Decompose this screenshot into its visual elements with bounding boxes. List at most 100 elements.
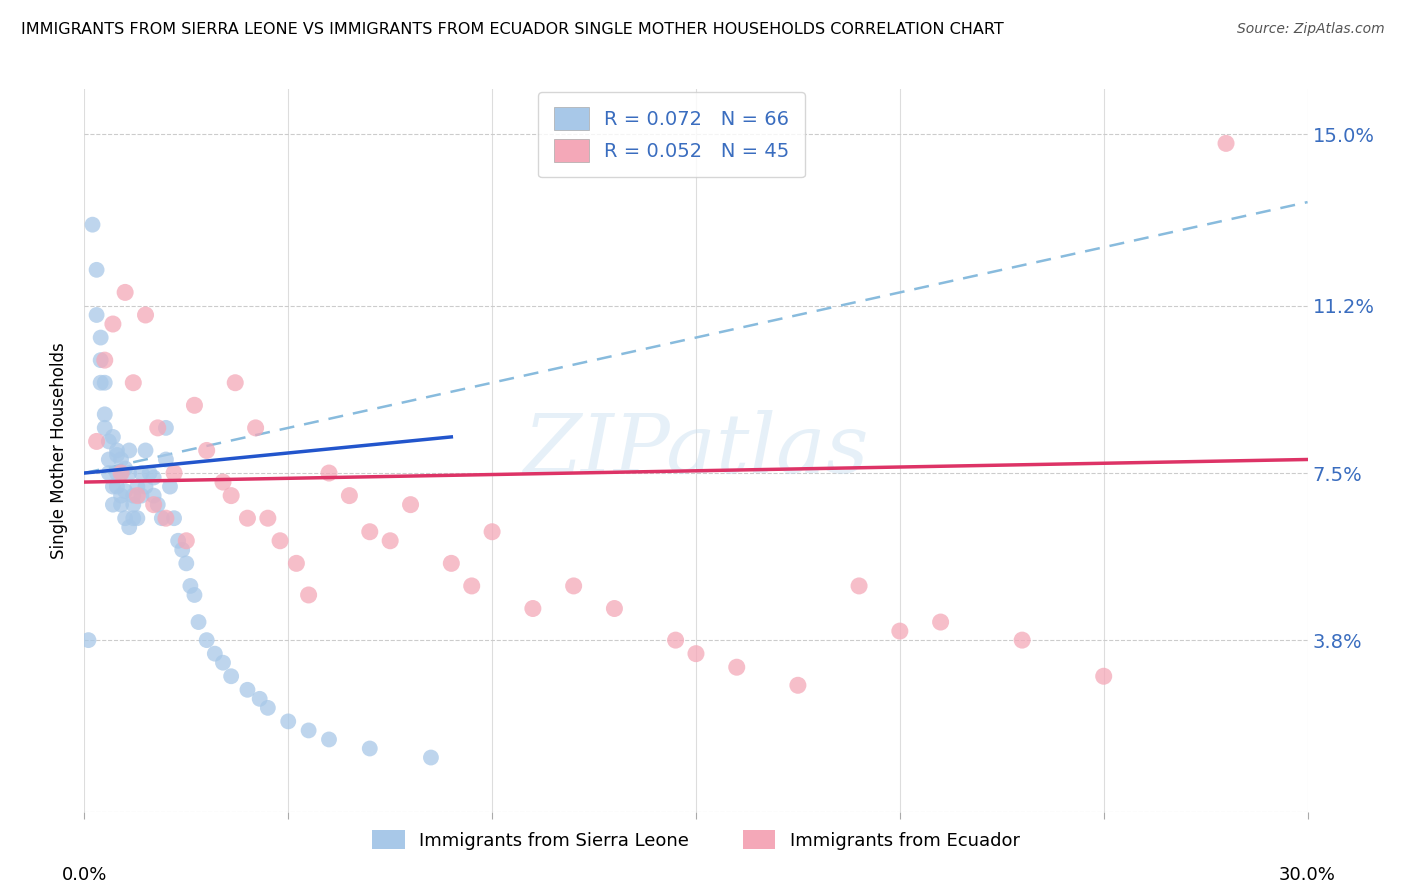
Point <box>110 466 132 480</box>
Point <box>285 557 308 571</box>
Point <box>318 466 340 480</box>
Legend: Immigrants from Sierra Leone, Immigrants from Ecuador: Immigrants from Sierra Leone, Immigrants… <box>364 823 1028 857</box>
Point <box>127 489 149 503</box>
Point <box>1011 633 1033 648</box>
Point <box>725 660 748 674</box>
Point <box>163 511 186 525</box>
Point <box>224 376 246 390</box>
Point <box>93 376 115 390</box>
Point <box>236 682 259 697</box>
Point <box>110 489 132 503</box>
Point <box>101 498 124 512</box>
Point <box>204 647 226 661</box>
Point <box>142 470 165 484</box>
Point <box>122 511 145 525</box>
Point <box>146 421 169 435</box>
Point <box>440 557 463 571</box>
Point <box>167 533 190 548</box>
Point <box>195 443 218 458</box>
Point <box>90 330 112 344</box>
Point <box>146 498 169 512</box>
Point <box>172 542 194 557</box>
Text: 0.0%: 0.0% <box>62 866 107 884</box>
Point <box>183 588 205 602</box>
Point <box>118 520 141 534</box>
Point <box>131 466 153 480</box>
Point <box>138 466 160 480</box>
Point <box>249 691 271 706</box>
Point <box>93 353 115 368</box>
Point <box>77 633 100 648</box>
Point <box>212 475 235 489</box>
Point <box>665 633 688 648</box>
Point <box>114 484 136 499</box>
Point <box>269 533 291 548</box>
Point <box>195 633 218 648</box>
Point <box>142 498 165 512</box>
Point <box>122 489 145 503</box>
Point <box>481 524 503 539</box>
Point <box>159 480 181 494</box>
Point <box>155 452 177 467</box>
Point <box>277 714 299 729</box>
Point <box>848 579 870 593</box>
Point <box>359 524 381 539</box>
Point <box>86 434 108 449</box>
Point <box>97 452 120 467</box>
Point <box>522 601 544 615</box>
Point <box>90 376 112 390</box>
Point <box>219 489 242 503</box>
Text: 30.0%: 30.0% <box>1279 866 1336 884</box>
Point <box>420 750 443 764</box>
Point <box>889 624 911 639</box>
Point <box>380 533 402 548</box>
Point <box>135 308 157 322</box>
Point <box>245 421 267 435</box>
Point <box>155 511 177 525</box>
Point <box>163 466 186 480</box>
Point <box>135 480 157 494</box>
Point <box>105 480 128 494</box>
Point <box>212 656 235 670</box>
Point <box>114 511 136 525</box>
Text: IMMIGRANTS FROM SIERRA LEONE VS IMMIGRANTS FROM ECUADOR SINGLE MOTHER HOUSEHOLDS: IMMIGRANTS FROM SIERRA LEONE VS IMMIGRAN… <box>21 22 1004 37</box>
Point <box>150 511 173 525</box>
Text: ZIPatlas: ZIPatlas <box>523 410 869 491</box>
Point <box>1092 669 1115 683</box>
Point <box>174 533 197 548</box>
Point <box>90 353 112 368</box>
Point <box>105 448 128 462</box>
Point <box>562 579 585 593</box>
Point <box>110 466 132 480</box>
Point <box>155 421 177 435</box>
Point <box>236 511 259 525</box>
Point <box>257 511 280 525</box>
Point <box>122 498 145 512</box>
Point <box>603 601 626 615</box>
Point <box>187 615 209 629</box>
Point <box>1215 136 1237 151</box>
Point <box>110 498 132 512</box>
Point <box>127 511 149 525</box>
Point <box>101 480 124 494</box>
Point <box>122 376 145 390</box>
Point <box>82 218 104 232</box>
Point <box>114 461 136 475</box>
Point <box>127 480 149 494</box>
Point <box>118 443 141 458</box>
Point <box>105 443 128 458</box>
Point <box>787 678 810 692</box>
Point <box>142 489 165 503</box>
Point <box>86 308 108 322</box>
Point <box>110 452 132 467</box>
Point <box>93 407 115 421</box>
Point <box>399 498 422 512</box>
Point <box>339 489 361 503</box>
Point <box>93 421 115 435</box>
Point <box>257 701 280 715</box>
Point <box>298 723 321 738</box>
Point <box>135 443 157 458</box>
Y-axis label: Single Mother Households: Single Mother Households <box>51 343 69 558</box>
Point <box>219 669 242 683</box>
Point <box>685 647 707 661</box>
